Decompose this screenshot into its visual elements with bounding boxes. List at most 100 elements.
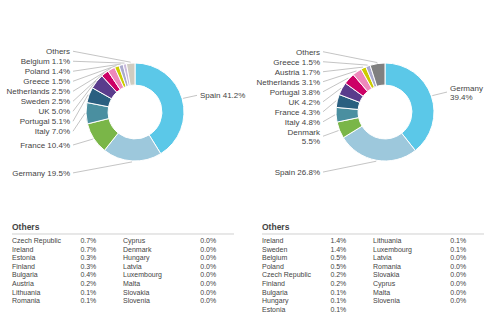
leader-line bbox=[323, 161, 376, 172]
slice-label: Greece 1.5% bbox=[23, 77, 70, 86]
table-name: Luxembourg bbox=[123, 271, 162, 279]
label-line: 39.4% bbox=[450, 93, 473, 102]
leader-line bbox=[323, 101, 336, 112]
leader-line bbox=[73, 81, 96, 111]
slice-label: Spain 41.2% bbox=[200, 91, 245, 100]
slice-label: Belgium 1.1% bbox=[21, 57, 70, 66]
table-name: Hungary bbox=[262, 297, 289, 305]
label-line: 5.5% bbox=[302, 137, 320, 146]
table-value: 0.0% bbox=[200, 237, 216, 244]
leader-line bbox=[323, 67, 363, 72]
label-line: Spain 26.8% bbox=[275, 168, 320, 177]
leader-line bbox=[432, 92, 447, 96]
table-value: 0.0% bbox=[200, 263, 216, 270]
labels: Spain 41.2% Germany 19.5% France 10.4% Ital… bbox=[6, 47, 245, 178]
figure: Spain 41.2% Germany 19.5% France 10.4% Ital… bbox=[0, 0, 500, 319]
leader-line bbox=[323, 52, 377, 63]
slice-label: Poland 1.4% bbox=[25, 67, 70, 76]
table-name: Denmark bbox=[123, 246, 152, 253]
table-value: 0.1% bbox=[450, 237, 466, 244]
table-name: Malta bbox=[373, 289, 390, 296]
leader-line bbox=[73, 51, 131, 62]
table-value: 0.0% bbox=[450, 280, 466, 287]
slice-label: UK 4.2% bbox=[288, 98, 320, 107]
table-name: Bulgaria bbox=[12, 271, 38, 279]
label-line: France 10.4% bbox=[20, 141, 70, 150]
label-line: Belgium 1.1% bbox=[21, 57, 70, 66]
slice-label: Others bbox=[46, 47, 70, 56]
table-value: 0.1% bbox=[450, 246, 466, 253]
table-value: 0.2% bbox=[80, 280, 96, 287]
table-value: 0.1% bbox=[330, 306, 346, 313]
table-name: Sweden bbox=[262, 246, 287, 253]
chart: Spain 41.2% Germany 19.5% France 10.4% Ital… bbox=[6, 47, 245, 304]
table-value: 0.5% bbox=[330, 263, 346, 270]
table-name: Estonia bbox=[262, 306, 285, 313]
labels: Germany39.4%Spain 26.8%Denmark5.5%Italy … bbox=[256, 48, 483, 177]
table-value: 0.0% bbox=[200, 254, 216, 261]
table-value: 0.3% bbox=[80, 254, 96, 261]
slice-label: Portugal 5.1% bbox=[20, 117, 70, 126]
label-line: Italy 7.0% bbox=[35, 127, 70, 136]
label-line: Netherlands 2.5% bbox=[6, 87, 70, 96]
label-line: Sweden 2.5% bbox=[21, 97, 70, 106]
leader-line bbox=[73, 68, 111, 91]
table-value: 1.4% bbox=[330, 237, 346, 244]
page: {"chart_data": [ {"type": "donut", "cate… bbox=[0, 0, 500, 319]
table-value: 0.7% bbox=[80, 246, 96, 253]
slice-label: Italy 7.0% bbox=[35, 127, 70, 136]
table-value: 0.0% bbox=[450, 297, 466, 304]
leader-line bbox=[73, 61, 125, 63]
leader-line bbox=[73, 113, 85, 131]
table-name: Finland bbox=[262, 280, 285, 287]
slice-label: Netherlands 3.1% bbox=[256, 78, 320, 87]
table-name: Slovenia bbox=[123, 297, 150, 304]
label-line: Others bbox=[296, 48, 320, 57]
label-line: Italy 4.8% bbox=[285, 118, 320, 127]
table-name: Estonia bbox=[12, 254, 35, 261]
table-name: Finland bbox=[12, 263, 35, 270]
label-line: Others bbox=[46, 47, 70, 56]
table-value: 0.2% bbox=[330, 280, 346, 287]
table-name: Poland bbox=[262, 263, 284, 270]
slice bbox=[385, 63, 434, 151]
slice-label: France 10.4% bbox=[20, 141, 70, 150]
leader-line bbox=[73, 139, 93, 145]
leader-line bbox=[73, 162, 132, 173]
label-line: UK 5.0% bbox=[38, 107, 70, 116]
label-line: UK 4.2% bbox=[288, 98, 320, 107]
slice-label: Austria 1.7% bbox=[275, 68, 320, 77]
slice-label: Portugal 3.8% bbox=[270, 88, 320, 97]
table-value: 0.5% bbox=[330, 254, 346, 261]
table-name: Czech Republic bbox=[12, 237, 62, 245]
table-value: 0.0% bbox=[200, 246, 216, 253]
leader-line bbox=[323, 62, 368, 65]
label-line: Portugal 3.8% bbox=[270, 88, 320, 97]
leader-line bbox=[73, 73, 104, 102]
table-name: Romania bbox=[12, 297, 40, 304]
table-value: 0.1% bbox=[330, 289, 346, 296]
label-line: Germany 19.5% bbox=[12, 169, 70, 178]
table-name: Latvia bbox=[123, 263, 142, 270]
slice-label: Others bbox=[296, 48, 320, 57]
table-name: Luxembourg bbox=[373, 246, 412, 254]
chart: Germany39.4%Spain 26.8%Denmark5.5%Italy … bbox=[256, 48, 484, 313]
others-table: OthersCzech Republic0.7%Ireland0.7%Eston… bbox=[12, 222, 234, 304]
label-line: Greece 1.5% bbox=[23, 77, 70, 86]
table-name: Austria bbox=[12, 280, 34, 287]
table-name: Lithuania bbox=[12, 289, 41, 296]
label-line: Poland 1.4% bbox=[25, 67, 70, 76]
table-value: 0.4% bbox=[80, 271, 96, 278]
table-value: 0.1% bbox=[330, 297, 346, 304]
slice-label: UK 5.0% bbox=[38, 107, 70, 116]
table-name: Slovakia bbox=[373, 271, 400, 278]
table-value: 0.1% bbox=[80, 289, 96, 296]
others-table: OthersIreland1.4%Sweden1.4%Belgium0.5%Po… bbox=[262, 222, 484, 313]
slice-label: Germany 19.5% bbox=[12, 169, 70, 178]
leader-line bbox=[323, 71, 357, 82]
table-name: Cyprus bbox=[123, 237, 146, 245]
table-name: Ireland bbox=[262, 237, 284, 244]
leader-line bbox=[73, 64, 121, 71]
table-value: 1.4% bbox=[330, 246, 346, 253]
table-name: Hungary bbox=[123, 254, 150, 262]
